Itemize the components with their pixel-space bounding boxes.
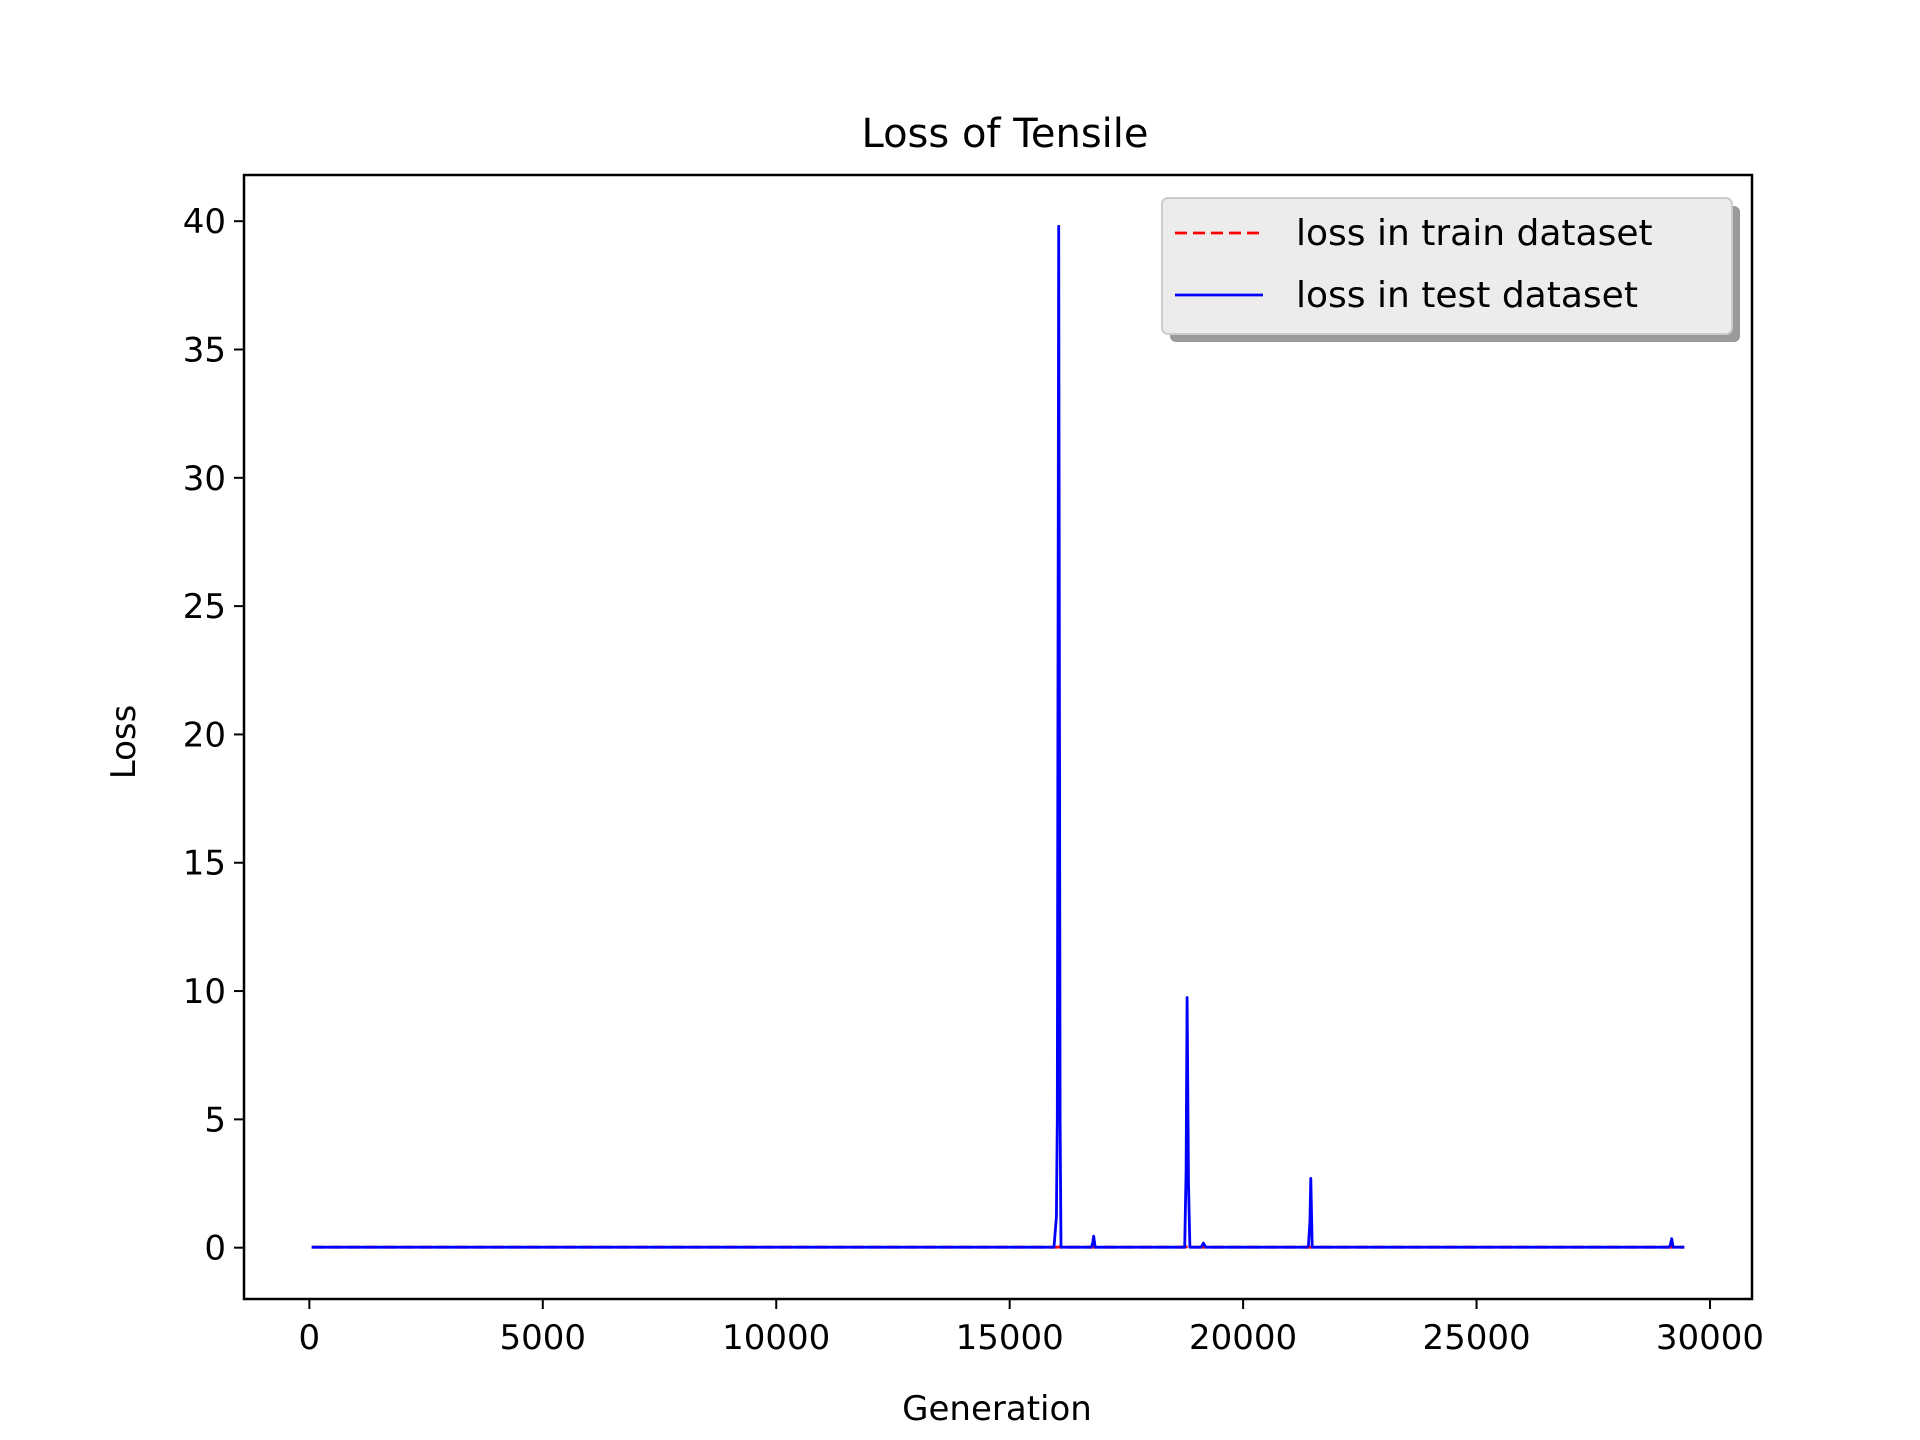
x-tick-label: 10000 [722,1318,830,1358]
legend: loss in train dataset loss in test datas… [1161,197,1740,342]
y-axis-label: Loss [104,705,144,780]
x-tick-label: 5000 [500,1318,587,1358]
legend-box [1161,197,1733,335]
x-tick-label: 20000 [1189,1318,1297,1358]
x-tick-label: 0 [299,1318,321,1358]
x-axis-label: Generation [902,1389,1092,1429]
legend-label-test: loss in test dataset [1296,275,1638,316]
y-tick-label: 25 [183,587,226,627]
y-axis: 0 5 10 15 20 25 30 35 40 [183,202,244,1269]
legend-label-train: loss in train dataset [1296,213,1653,254]
y-tick-label: 30 [183,459,226,499]
plot-frame [242,173,1754,1301]
y-tick-label: 35 [183,331,226,371]
y-tick-label: 20 [183,715,226,755]
y-tick-label: 10 [183,972,226,1012]
series-line-1 [311,224,1685,1249]
y-tick-label: 0 [204,1229,226,1269]
x-tick-label: 30000 [1656,1318,1764,1358]
y-tick-label: 5 [204,1100,226,1140]
y-tick-label: 40 [183,202,226,242]
x-tick-label: 15000 [956,1318,1064,1358]
chart-title: Loss of Tensile [862,111,1149,157]
y-tick-label: 15 [183,844,226,884]
x-axis: 0 5000 10000 15000 20000 25000 30000 [299,1299,1764,1358]
plot-series [311,224,1685,1249]
x-tick-label: 25000 [1422,1318,1530,1358]
